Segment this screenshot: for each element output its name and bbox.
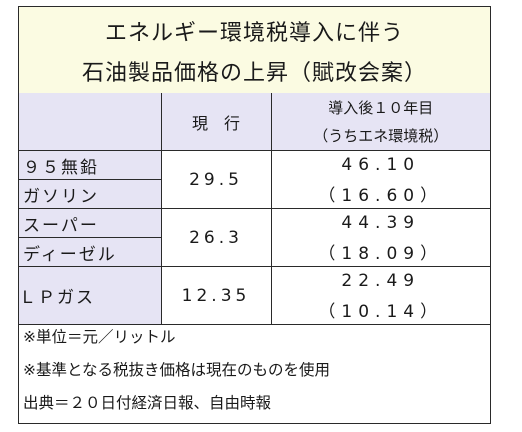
row-label: ＬＰガス — [19, 266, 162, 325]
note-basis: ※基準となる税抜き価格は現在のものを使用 — [23, 361, 331, 379]
row-label-line2: ガソリン — [19, 179, 161, 208]
tax-portion: （10.14） — [318, 302, 444, 323]
notes-section: ※単位＝元／リットル ※基準となる税抜き価格は現在のものを使用 出典＝２０日付経… — [19, 321, 490, 420]
after-price: 22.49 — [341, 271, 421, 292]
after-price: 46.10 — [341, 155, 421, 176]
row-label-line1: ９５無鉛 — [23, 157, 99, 178]
tax-portion: （16.60） — [318, 186, 444, 207]
header-blank-cell — [19, 93, 162, 151]
note-source: 出典＝２０日付経済日報、自由時報 — [23, 394, 272, 412]
figure-title: エネルギー環境税導入に伴う 石油製品価格の上昇（賦改会案） — [19, 7, 490, 94]
current-price: 29.5 — [160, 150, 272, 209]
title-line-1: エネルギー環境税導入に伴う — [104, 21, 404, 46]
after-price-cell: 46.10 （16.60） — [270, 150, 490, 209]
after-price-cell: 44.39 （18.09） — [270, 208, 490, 267]
row-label: ９５無鉛 ガソリン — [19, 150, 162, 209]
note-unit: ※単位＝元／リットル — [23, 328, 176, 346]
tax-portion: （18.09） — [318, 244, 444, 265]
table-row: ＬＰガス 12.35 22.49 （10.14） — [19, 266, 490, 325]
table-row: スーパー ディーゼル 26.3 44.39 （18.09） — [19, 208, 490, 267]
row-label-line1: スーパー — [23, 215, 99, 236]
current-price: 12.35 — [160, 266, 272, 325]
price-table: 現 行 導入後１０年目 （うちエネ環境税） ９５無鉛 ガソリン 29.5 46.… — [19, 93, 490, 325]
table-header-row: 現 行 導入後１０年目 （うちエネ環境税） — [19, 93, 490, 151]
row-label-line2: ディーゼル — [19, 237, 161, 266]
price-table-figure: エネルギー環境税導入に伴う 石油製品価格の上昇（賦改会案） 現 行 導入後１０年… — [18, 6, 491, 424]
title-line-2: 石油製品価格の上昇（賦改会案） — [81, 61, 427, 86]
table-row: ９５無鉛 ガソリン 29.5 46.10 （16.60） — [19, 150, 490, 209]
after-price-cell: 22.49 （10.14） — [270, 266, 490, 325]
header-after-line2: （うちエネ環境税） — [313, 127, 449, 146]
header-current: 現 行 — [160, 93, 272, 151]
header-after: 導入後１０年目 （うちエネ環境税） — [270, 93, 490, 151]
current-price: 26.3 — [160, 208, 272, 267]
after-price: 44.39 — [341, 213, 421, 234]
header-after-line1: 導入後１０年目 — [328, 98, 434, 117]
row-label: スーパー ディーゼル — [19, 208, 162, 267]
